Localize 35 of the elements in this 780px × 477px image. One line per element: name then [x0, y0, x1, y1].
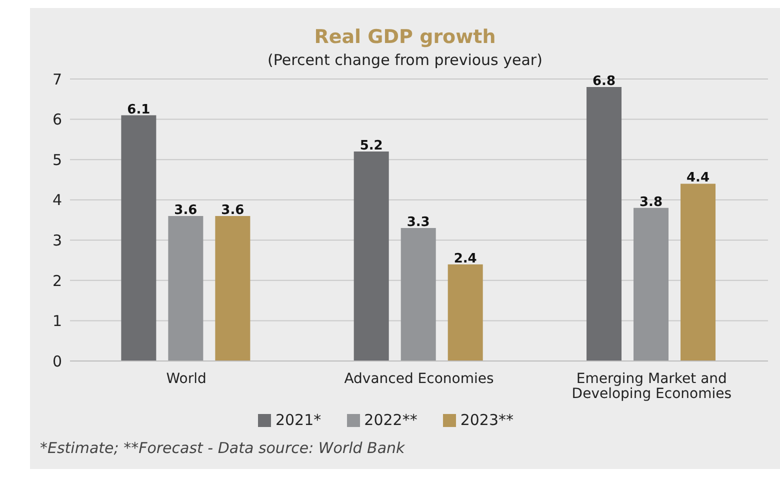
y-tick-label: 7	[52, 70, 62, 88]
x-tick-label: World	[166, 371, 206, 387]
text: *Estimate; **Forecast - Data source: World Bank	[40, 439, 405, 457]
data-label: 6.8	[592, 74, 616, 90]
data-label: 6.1	[127, 102, 150, 118]
bar	[354, 152, 389, 361]
bar	[168, 216, 204, 361]
y-tick-label: 6	[52, 110, 62, 129]
y-tick-label: 5	[52, 150, 62, 169]
bar	[121, 115, 156, 361]
legend-label: 2021*	[275, 411, 322, 429]
bar	[448, 264, 483, 361]
y-tick-label: 1	[52, 312, 62, 330]
y-tick-label: 4	[52, 191, 62, 210]
bar	[215, 216, 250, 361]
bar	[400, 228, 436, 361]
x-tick-label: Emerging Market and Developing Economies	[572, 371, 732, 402]
bar	[680, 184, 716, 361]
legend-label: 2023**	[460, 411, 514, 429]
bar	[634, 208, 669, 361]
bar	[586, 87, 622, 361]
legend-label: 2022**	[364, 411, 418, 429]
y-tick-label: 0	[52, 352, 62, 370]
data-label: 3.3	[406, 215, 430, 230]
data-label: 2.4	[454, 251, 477, 266]
chart-title: Real GDP growth	[313, 25, 497, 48]
data-label: 4.4	[686, 170, 710, 186]
chart-subtitle: (Percent change from previous year)	[266, 51, 544, 69]
data-label: 3.6	[174, 202, 198, 218]
x-tick-label: Advanced Economies	[344, 371, 494, 387]
y-tick-label: 2	[52, 272, 62, 290]
y-tick-label: 3	[52, 231, 62, 250]
data-label: 5.2	[360, 138, 383, 154]
data-label: 3.8	[640, 194, 663, 210]
data-label: 3.6	[221, 202, 244, 218]
